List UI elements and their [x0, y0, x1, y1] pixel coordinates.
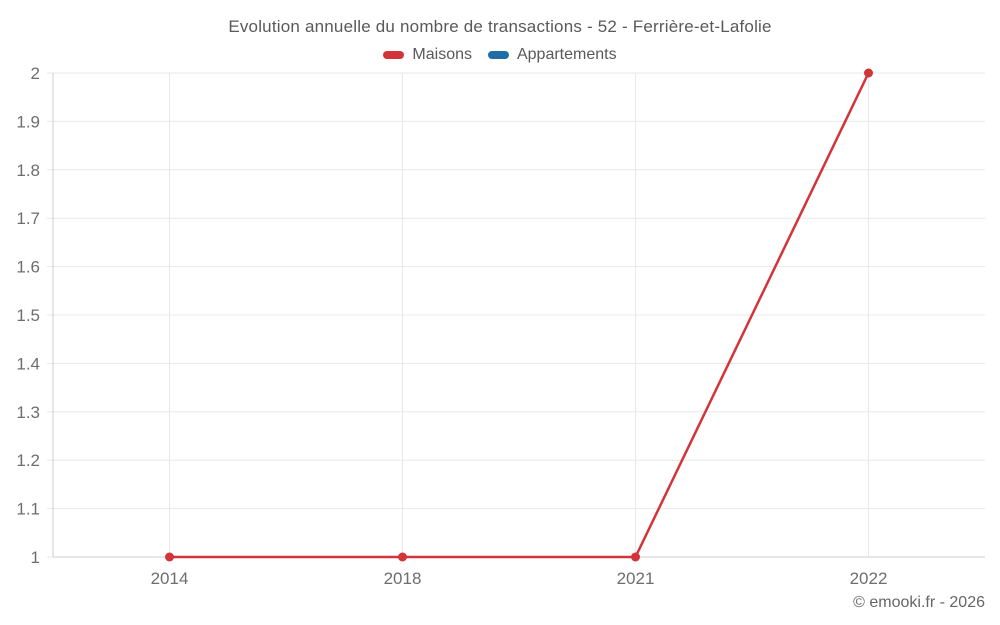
y-tick-label: 1.2	[16, 451, 40, 470]
maisons-data-point-marker[interactable]	[165, 552, 174, 562]
y-tick-label: 1.5	[16, 306, 40, 325]
y-tick-label: 1.8	[16, 161, 40, 180]
chart-legend: Maisons Appartements	[0, 44, 1000, 66]
y-tick-label: 1.4	[16, 354, 40, 373]
y-tick-label: 1.1	[16, 500, 40, 519]
x-tick-label: 2022	[850, 569, 888, 588]
y-tick-label: 1.3	[16, 403, 40, 422]
chart-title: Evolution annuelle du nombre de transact…	[228, 17, 772, 36]
maisons-data-point-marker[interactable]	[631, 552, 640, 562]
legend-label-appartements: Appartements	[516, 46, 617, 63]
legend-item-appartements[interactable]: Appartements	[487, 46, 617, 64]
y-tick-label: 1.6	[16, 258, 40, 277]
attribution: © emooki.fr - 2026	[853, 594, 985, 611]
x-tick-label: 2018	[384, 569, 422, 588]
maisons-data-point-marker[interactable]	[864, 68, 873, 78]
y-tick-label: 1.7	[16, 209, 40, 228]
legend-item-maisons[interactable]: Maisons	[383, 46, 472, 64]
legend-swatch-icon	[383, 51, 405, 59]
legend-swatch-icon	[487, 51, 509, 59]
y-tick-label: 1.9	[16, 112, 40, 131]
y-tick-label: 2	[31, 64, 40, 83]
maisons-data-point-marker[interactable]	[398, 552, 407, 562]
maisons-line	[169, 72, 870, 559]
legend-label-maisons: Maisons	[412, 46, 472, 63]
x-tick-label: 2021	[617, 569, 655, 588]
y-tick-label: 1	[31, 548, 40, 567]
x-tick-label: 2014	[151, 569, 189, 588]
